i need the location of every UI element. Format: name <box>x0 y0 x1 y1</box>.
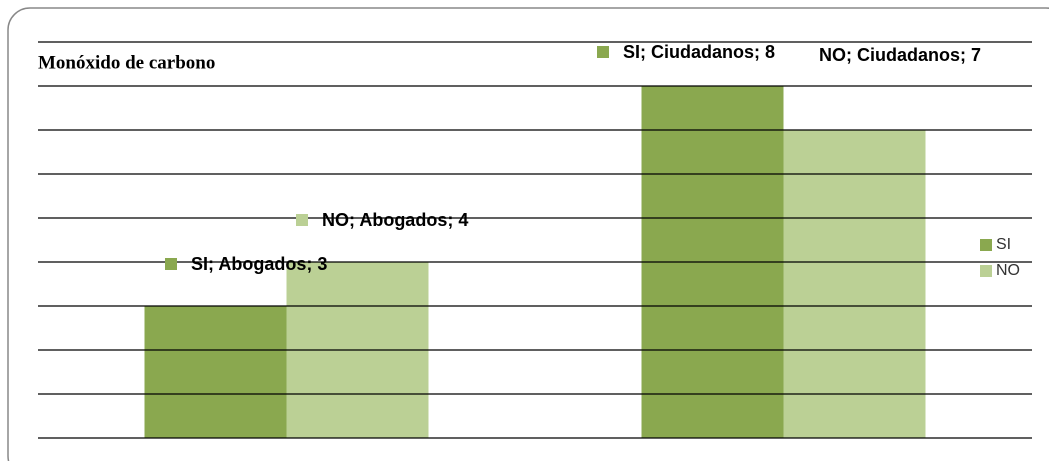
data-label: NO; Abogados; 4 <box>296 203 468 237</box>
data-label: SI; Abogados; 3 <box>165 247 327 281</box>
legend-swatch <box>980 239 992 251</box>
legend-swatch <box>980 265 992 277</box>
data-label-text: SI; Abogados; 3 <box>191 254 328 274</box>
bar <box>144 306 287 438</box>
legend-label: NO <box>996 262 1020 279</box>
data-label: NO; Ciudadanos; 7 <box>790 38 1010 72</box>
label-swatch <box>597 46 609 58</box>
data-label-text: NO; Ciudadanos; 7 <box>818 45 981 65</box>
chart-title: Monóxido de carbono <box>38 52 215 73</box>
label-swatch <box>165 258 177 270</box>
data-label: SI; Ciudadanos; 8 <box>597 35 775 69</box>
data-label-text: NO; Abogados; 4 <box>322 210 469 230</box>
legend-label: SI <box>996 236 1011 253</box>
label-swatch <box>296 214 308 226</box>
bar <box>783 130 926 438</box>
data-label-text: SI; Ciudadanos; 8 <box>623 42 776 62</box>
